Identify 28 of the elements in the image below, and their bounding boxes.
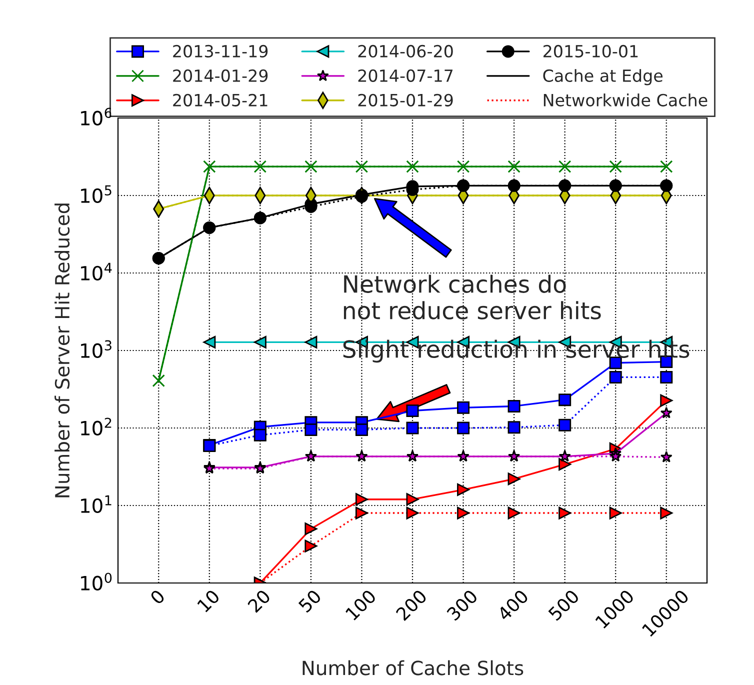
legend-label: Networkwide Cache — [544, 94, 708, 106]
x-tick-label: 100 — [344, 588, 377, 621]
y-tick-label: 10$^{0}$ — [81, 572, 112, 591]
legend-label: 2014-06-20 — [358, 44, 453, 58]
legend-label: 2014-07-17 — [358, 69, 453, 82]
x-tick-label: 50 — [298, 588, 322, 614]
x-tick-label: 200 — [395, 588, 428, 622]
x-tick-label: 0 — [149, 588, 166, 606]
y-tick-label: 10$^{5}$ — [81, 185, 112, 204]
x-tick-label: 20 — [247, 588, 272, 614]
y-tick-label: 10$^{2}$ — [81, 418, 112, 436]
annotation: Network caches do not reduce server hits — [344, 274, 601, 320]
y-tick-label: 10$^{1}$ — [81, 495, 112, 514]
x-tick-label: 500 — [548, 588, 580, 622]
legend-label: 2013-11-19 — [173, 44, 268, 58]
legend-label: 2014-01-29 — [173, 69, 268, 82]
x-tick-label: 10 — [196, 588, 220, 613]
y-tick-label: 10$^{4}$ — [81, 262, 112, 281]
legend-label: 2015-01-29 — [358, 94, 453, 106]
y-axis-title: Number of Server Hit Reduced — [54, 204, 70, 498]
legend-label: Cache at Edge — [543, 69, 663, 86]
x-tick-label: 400 — [496, 588, 530, 622]
legend-label: 2014-05-21 — [173, 94, 268, 106]
y-tick-label: 10$^{3}$ — [81, 340, 112, 358]
x-tick-label: 300 — [446, 588, 478, 622]
legend-label: 2015-10-01 — [544, 44, 638, 58]
x-axis-title: Number of Cache Slots — [302, 660, 524, 676]
annotation: Slight reduction in server hits — [343, 340, 690, 363]
